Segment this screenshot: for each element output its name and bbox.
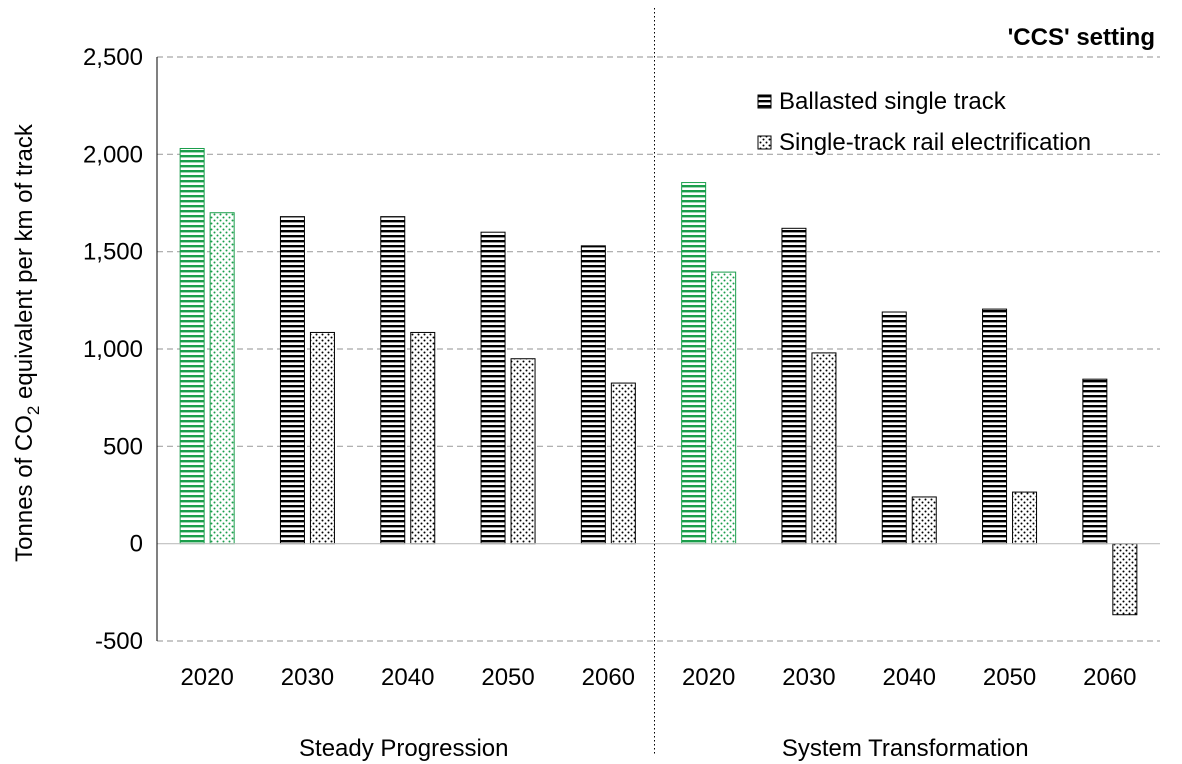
bar bbox=[480, 231, 506, 545]
bar bbox=[1012, 491, 1038, 545]
x-tick-label: 2050 bbox=[481, 664, 534, 691]
setting-label: 'CCS' setting bbox=[1008, 24, 1155, 51]
bar bbox=[309, 331, 335, 545]
bar bbox=[811, 352, 837, 545]
bar bbox=[1112, 543, 1138, 616]
group-label: Steady Progression bbox=[299, 735, 508, 762]
bar bbox=[1082, 378, 1108, 545]
x-tick-label: 2040 bbox=[883, 664, 936, 691]
bars bbox=[179, 147, 1138, 616]
legend-swatch-electrification bbox=[757, 135, 772, 150]
bar bbox=[580, 245, 606, 545]
legend-label-ballasted: Ballasted single track bbox=[779, 88, 1007, 115]
bar bbox=[881, 311, 907, 545]
y-tick-label: -500 bbox=[95, 628, 143, 655]
x-tick-label: 2050 bbox=[983, 664, 1036, 691]
x-tick-label: 2020 bbox=[682, 664, 735, 691]
x-tick-label: 2060 bbox=[582, 664, 635, 691]
x-tick-label: 2030 bbox=[281, 664, 334, 691]
y-tick-label: 1,500 bbox=[83, 239, 143, 266]
y-tick-label: 2,000 bbox=[83, 141, 143, 168]
bar bbox=[410, 331, 436, 545]
y-tick-label: 500 bbox=[103, 433, 143, 460]
group-label: System Transformation bbox=[782, 735, 1029, 762]
axes bbox=[156, 8, 1160, 756]
bar bbox=[209, 212, 235, 545]
y-axis-title: Tonnes of CO2 equivalent per km of track bbox=[11, 123, 43, 562]
legend-swatch-ballasted bbox=[757, 94, 772, 109]
bar bbox=[711, 271, 737, 545]
bar bbox=[681, 182, 707, 545]
x-tick-label: 2030 bbox=[782, 664, 835, 691]
x-tick-label: 2040 bbox=[381, 664, 434, 691]
y-tick-label: 2,500 bbox=[83, 44, 143, 71]
x-tick-label: 2060 bbox=[1083, 664, 1136, 691]
legend-label-electrification: Single-track rail electrification bbox=[779, 129, 1091, 156]
bar bbox=[982, 308, 1008, 545]
x-tick-label: 2020 bbox=[180, 664, 233, 691]
bar bbox=[510, 358, 536, 545]
y-tick-label: 0 bbox=[130, 531, 143, 558]
bar bbox=[610, 382, 636, 545]
bar bbox=[179, 147, 205, 545]
bar bbox=[380, 216, 406, 545]
bar bbox=[279, 216, 305, 545]
y-tick-label: 1,000 bbox=[83, 336, 143, 363]
bar bbox=[911, 496, 937, 545]
category-labels: -500 0 500 1,000 1,500 2,000 2,500 2020 2030 2040… bbox=[83, 44, 1137, 762]
legend: Ballasted single track Single-track rail… bbox=[757, 88, 1091, 156]
bar bbox=[781, 227, 807, 545]
